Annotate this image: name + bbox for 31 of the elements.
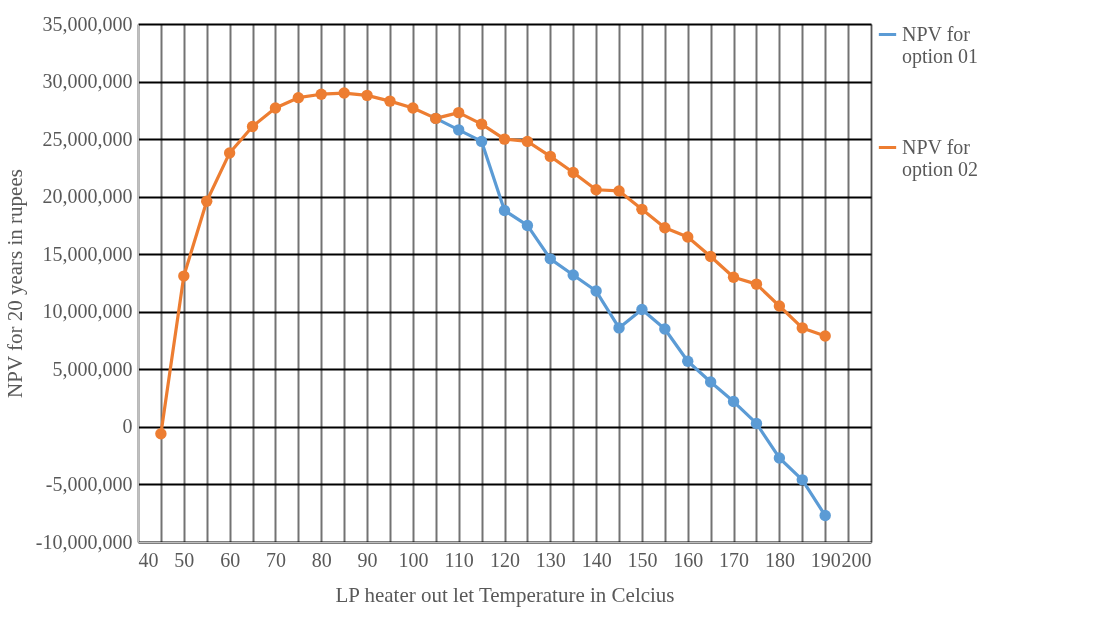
- y-tick-label: 0: [122, 415, 133, 438]
- x-tick-label: 200: [841, 548, 872, 571]
- x-tick-label: 100: [398, 548, 429, 571]
- x-tick-label: 70: [265, 548, 286, 571]
- x-tick-label: 60: [220, 548, 241, 571]
- x-tick-label: 150: [627, 548, 658, 571]
- x-tick-label: 120: [490, 548, 520, 571]
- x-tick-label: 170: [719, 548, 750, 571]
- x-axis-title: LP heater out let Temperature in Celcius: [335, 582, 675, 607]
- legend-label: NPV for option 01: [902, 22, 979, 68]
- x-tick-label: 180: [764, 548, 795, 571]
- x-tick-label: 190: [810, 548, 841, 571]
- x-tick-label: 140: [581, 548, 612, 571]
- y-tick-label: 20,000,000: [42, 185, 133, 208]
- x-tick-label: 130: [535, 548, 566, 571]
- x-tick-label: 50: [174, 548, 195, 571]
- y-tick-label: 5,000,000: [52, 357, 133, 380]
- y-tick-label: 35,000,000: [42, 12, 133, 35]
- x-tick-label: 160: [673, 548, 704, 571]
- x-tick-label: 110: [444, 548, 474, 571]
- x-tick-label: 40: [138, 548, 159, 571]
- x-tick-label: 80: [311, 548, 332, 571]
- y-tick-label: 30,000,000: [42, 70, 133, 93]
- y-tick-label: 15,000,000: [42, 242, 133, 265]
- y-tick-label: 25,000,000: [42, 127, 133, 150]
- y-tick-label: -5,000,000: [45, 472, 133, 495]
- y-axis-title: NPV for 20 years in rupees: [2, 169, 27, 398]
- x-tick-label: 90: [357, 548, 378, 571]
- legend-label: NPV for option 02: [902, 135, 979, 181]
- y-tick-label: -10,000,000: [35, 530, 133, 553]
- y-tick-label: 10,000,000: [42, 300, 133, 323]
